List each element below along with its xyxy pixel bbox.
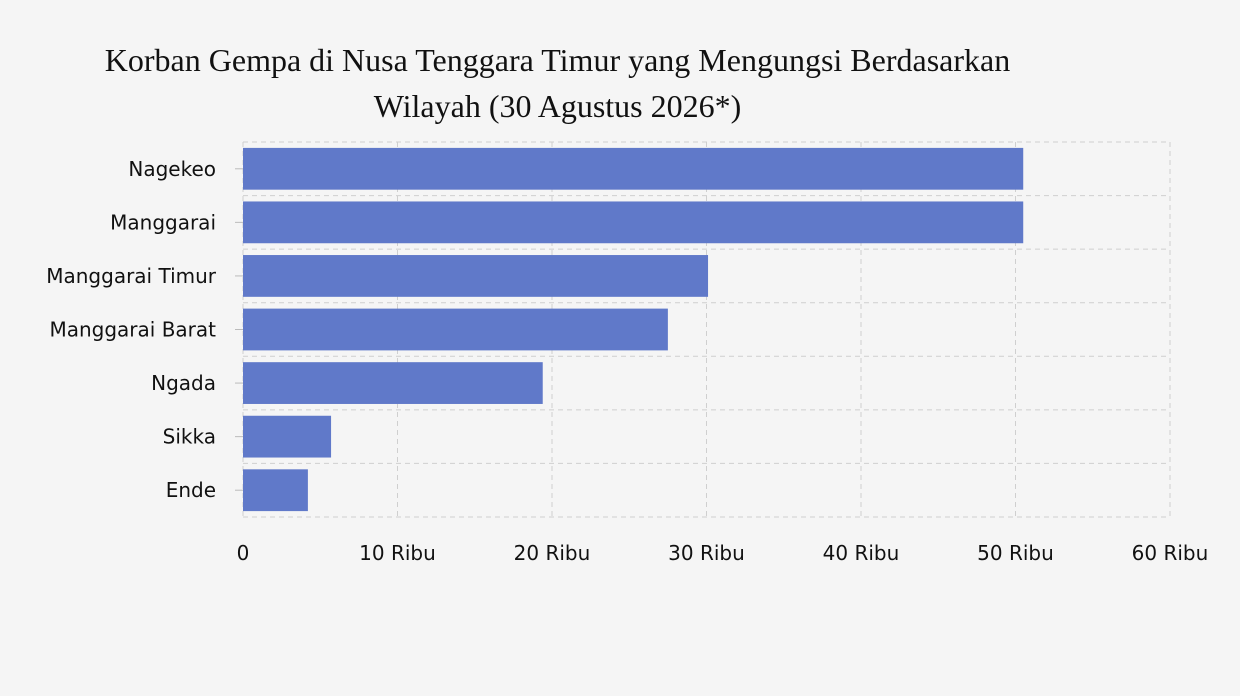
category-label-2: Manggarai Timur <box>46 264 217 288</box>
x-tick-label-3: 30 Ribu <box>668 541 745 565</box>
category-label-1: Manggarai <box>110 210 216 234</box>
bar-3 <box>243 308 668 351</box>
x-tick-label-5: 50 Ribu <box>977 541 1054 565</box>
category-label-3: Manggarai Barat <box>49 318 216 342</box>
x-tick-label-6: 60 Ribu <box>1132 541 1209 565</box>
bar-5 <box>243 415 332 458</box>
bar-6 <box>243 469 308 512</box>
chart-title-line-2: Wilayah (30 Agustus 2026*) <box>373 88 742 124</box>
x-tick-label-2: 20 Ribu <box>514 541 591 565</box>
category-label-6: Ende <box>166 478 216 502</box>
bar-1 <box>243 201 1024 244</box>
bar-4 <box>243 362 543 404</box>
bar-2 <box>243 255 709 297</box>
category-label-5: Sikka <box>163 425 216 449</box>
x-tick-label-0: 0 <box>237 541 250 565</box>
chart-title-line-1: Korban Gempa di Nusa Tenggara Timur yang… <box>104 42 1011 78</box>
category-label-0: Nagekeo <box>128 157 216 181</box>
x-tick-label-4: 40 Ribu <box>823 541 900 565</box>
bar-0 <box>243 147 1024 190</box>
category-label-4: Ngada <box>151 371 216 395</box>
x-tick-label-1: 10 Ribu <box>359 541 436 565</box>
